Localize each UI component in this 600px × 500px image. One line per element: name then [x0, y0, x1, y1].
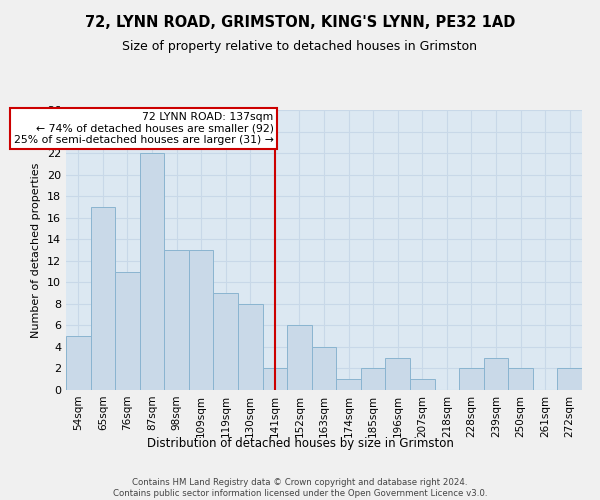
Bar — [557, 368, 582, 390]
Text: 72 LYNN ROAD: 137sqm
← 74% of detached houses are smaller (92)
25% of semi-detac: 72 LYNN ROAD: 137sqm ← 74% of detached h… — [14, 112, 274, 146]
Bar — [140, 153, 164, 390]
Bar — [238, 304, 263, 390]
Bar — [66, 336, 91, 390]
Text: Size of property relative to detached houses in Grimston: Size of property relative to detached ho… — [122, 40, 478, 53]
Y-axis label: Number of detached properties: Number of detached properties — [31, 162, 41, 338]
Bar — [312, 347, 336, 390]
Bar — [263, 368, 287, 390]
Bar — [164, 250, 189, 390]
Bar — [484, 358, 508, 390]
Bar — [287, 326, 312, 390]
Bar — [361, 368, 385, 390]
Bar — [115, 272, 140, 390]
Bar — [385, 358, 410, 390]
Bar — [508, 368, 533, 390]
Text: 72, LYNN ROAD, GRIMSTON, KING'S LYNN, PE32 1AD: 72, LYNN ROAD, GRIMSTON, KING'S LYNN, PE… — [85, 15, 515, 30]
Bar — [459, 368, 484, 390]
Bar — [189, 250, 214, 390]
Bar — [336, 379, 361, 390]
Bar — [91, 207, 115, 390]
Bar — [410, 379, 434, 390]
Text: Contains HM Land Registry data © Crown copyright and database right 2024.
Contai: Contains HM Land Registry data © Crown c… — [113, 478, 487, 498]
Text: Distribution of detached houses by size in Grimston: Distribution of detached houses by size … — [146, 438, 454, 450]
Bar — [214, 293, 238, 390]
